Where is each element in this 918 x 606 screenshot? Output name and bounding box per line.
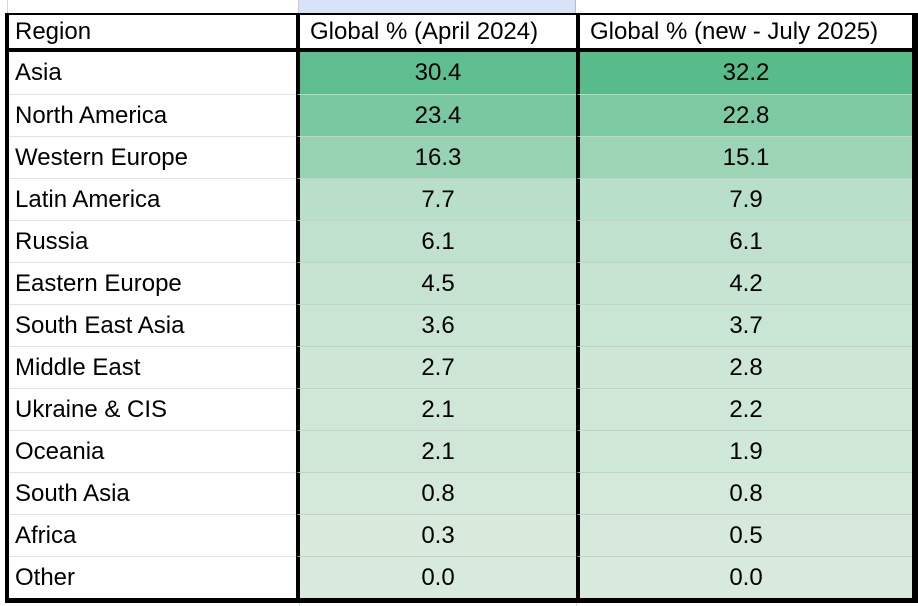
gridline-vertical [7, 0, 8, 13]
sheet-row-above-table [0, 0, 918, 13]
value-cell-april-2024[interactable]: 4.5 [296, 262, 576, 304]
region-cell[interactable]: Eastern Europe [9, 262, 296, 304]
table-row: Africa 0.3 0.5 [9, 514, 912, 556]
value-cell-july-2025[interactable]: 0.0 [576, 556, 912, 598]
sheet-row-below-table [0, 603, 918, 606]
region-cell[interactable]: Africa [9, 514, 296, 556]
value-cell-april-2024[interactable]: 6.1 [296, 220, 576, 262]
value-cell-april-2024[interactable]: 23.4 [296, 94, 576, 136]
table-row: Latin America 7.7 7.9 [9, 178, 912, 220]
region-cell[interactable]: Asia [9, 52, 296, 94]
regions-table: Region Global % (April 2024) Global % (n… [5, 13, 918, 603]
table-row: South East Asia 3.6 3.7 [9, 304, 912, 346]
region-cell[interactable]: Middle East [9, 346, 296, 388]
column-header-april-2024[interactable]: Global % (April 2024) [296, 15, 576, 52]
table-header-row: Region Global % (April 2024) Global % (n… [9, 15, 912, 52]
value-cell-april-2024[interactable]: 0.3 [296, 514, 576, 556]
table-body: Asia 30.4 32.2 North America 23.4 22.8 W… [9, 52, 912, 598]
table-row: Oceania 2.1 1.9 [9, 430, 912, 472]
gridline-vertical [299, 603, 300, 606]
region-cell[interactable]: Oceania [9, 430, 296, 472]
value-cell-july-2025[interactable]: 6.1 [576, 220, 912, 262]
table-row: South Asia 0.8 0.8 [9, 472, 912, 514]
value-cell-july-2025[interactable]: 0.8 [576, 472, 912, 514]
table-row: Middle East 2.7 2.8 [9, 346, 912, 388]
table-row: Eastern Europe 4.5 4.2 [9, 262, 912, 304]
value-cell-july-2025[interactable]: 7.9 [576, 178, 912, 220]
value-cell-april-2024[interactable]: 16.3 [296, 136, 576, 178]
table-row: Asia 30.4 32.2 [9, 52, 912, 94]
region-cell[interactable]: Russia [9, 220, 296, 262]
value-cell-april-2024[interactable]: 3.6 [296, 304, 576, 346]
column-header-region[interactable]: Region [9, 15, 296, 52]
region-cell[interactable]: Latin America [9, 178, 296, 220]
value-cell-july-2025[interactable]: 3.7 [576, 304, 912, 346]
value-cell-april-2024[interactable]: 2.1 [296, 388, 576, 430]
table-row: Western Europe 16.3 15.1 [9, 136, 912, 178]
value-cell-april-2024[interactable]: 0.0 [296, 556, 576, 598]
region-cell[interactable]: South Asia [9, 472, 296, 514]
value-cell-april-2024[interactable]: 30.4 [296, 52, 576, 94]
region-cell[interactable]: Other [9, 556, 296, 598]
value-cell-july-2025[interactable]: 1.9 [576, 430, 912, 472]
highlighted-cell[interactable] [298, 0, 576, 13]
value-cell-april-2024[interactable]: 2.7 [296, 346, 576, 388]
region-cell[interactable]: South East Asia [9, 304, 296, 346]
table-row: North America 23.4 22.8 [9, 94, 912, 136]
table-row: Ukraine & CIS 2.1 2.2 [9, 388, 912, 430]
value-cell-july-2025[interactable]: 4.2 [576, 262, 912, 304]
column-header-july-2025[interactable]: Global % (new - July 2025) [576, 15, 912, 52]
table-row: Other 0.0 0.0 [9, 556, 912, 598]
gridline-vertical [576, 603, 577, 606]
region-cell[interactable]: North America [9, 94, 296, 136]
value-cell-april-2024[interactable]: 7.7 [296, 178, 576, 220]
value-cell-july-2025[interactable]: 32.2 [576, 52, 912, 94]
value-cell-july-2025[interactable]: 0.5 [576, 514, 912, 556]
region-cell[interactable]: Ukraine & CIS [9, 388, 296, 430]
value-cell-july-2025[interactable]: 2.8 [576, 346, 912, 388]
region-cell[interactable]: Western Europe [9, 136, 296, 178]
value-cell-july-2025[interactable]: 2.2 [576, 388, 912, 430]
value-cell-july-2025[interactable]: 15.1 [576, 136, 912, 178]
table-row: Russia 6.1 6.1 [9, 220, 912, 262]
value-cell-july-2025[interactable]: 22.8 [576, 94, 912, 136]
value-cell-april-2024[interactable]: 0.8 [296, 472, 576, 514]
value-cell-april-2024[interactable]: 2.1 [296, 430, 576, 472]
